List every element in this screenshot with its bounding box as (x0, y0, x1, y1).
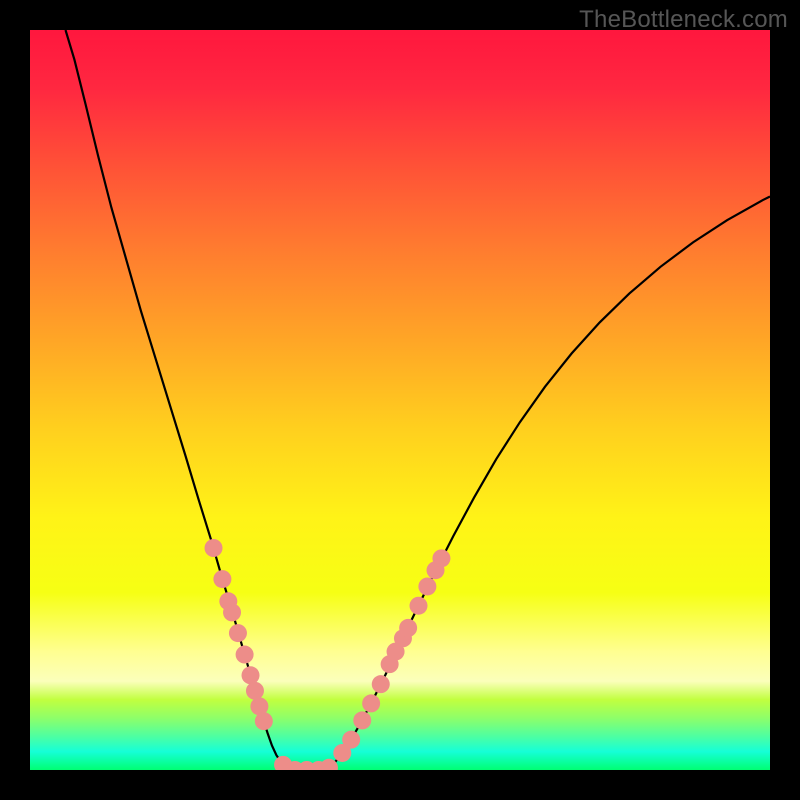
marker-right (399, 619, 417, 637)
marker-left (236, 646, 254, 664)
marker-right (410, 597, 428, 615)
marker-right (432, 549, 450, 567)
marker-right (418, 577, 436, 595)
marker-left (229, 624, 247, 642)
watermark-text: TheBottleneck.com (579, 6, 788, 34)
marker-right (353, 711, 371, 729)
left-curve (66, 30, 297, 770)
marker-right (372, 675, 390, 693)
marker-left (255, 712, 273, 730)
marker-right (342, 731, 360, 749)
marker-left (213, 570, 231, 588)
marker-left (223, 603, 241, 621)
marker-left (205, 539, 223, 557)
plot-area (30, 30, 770, 770)
marker-right (362, 694, 380, 712)
curve-layer (30, 30, 770, 770)
marker-left (242, 666, 260, 684)
marker-left (246, 682, 264, 700)
